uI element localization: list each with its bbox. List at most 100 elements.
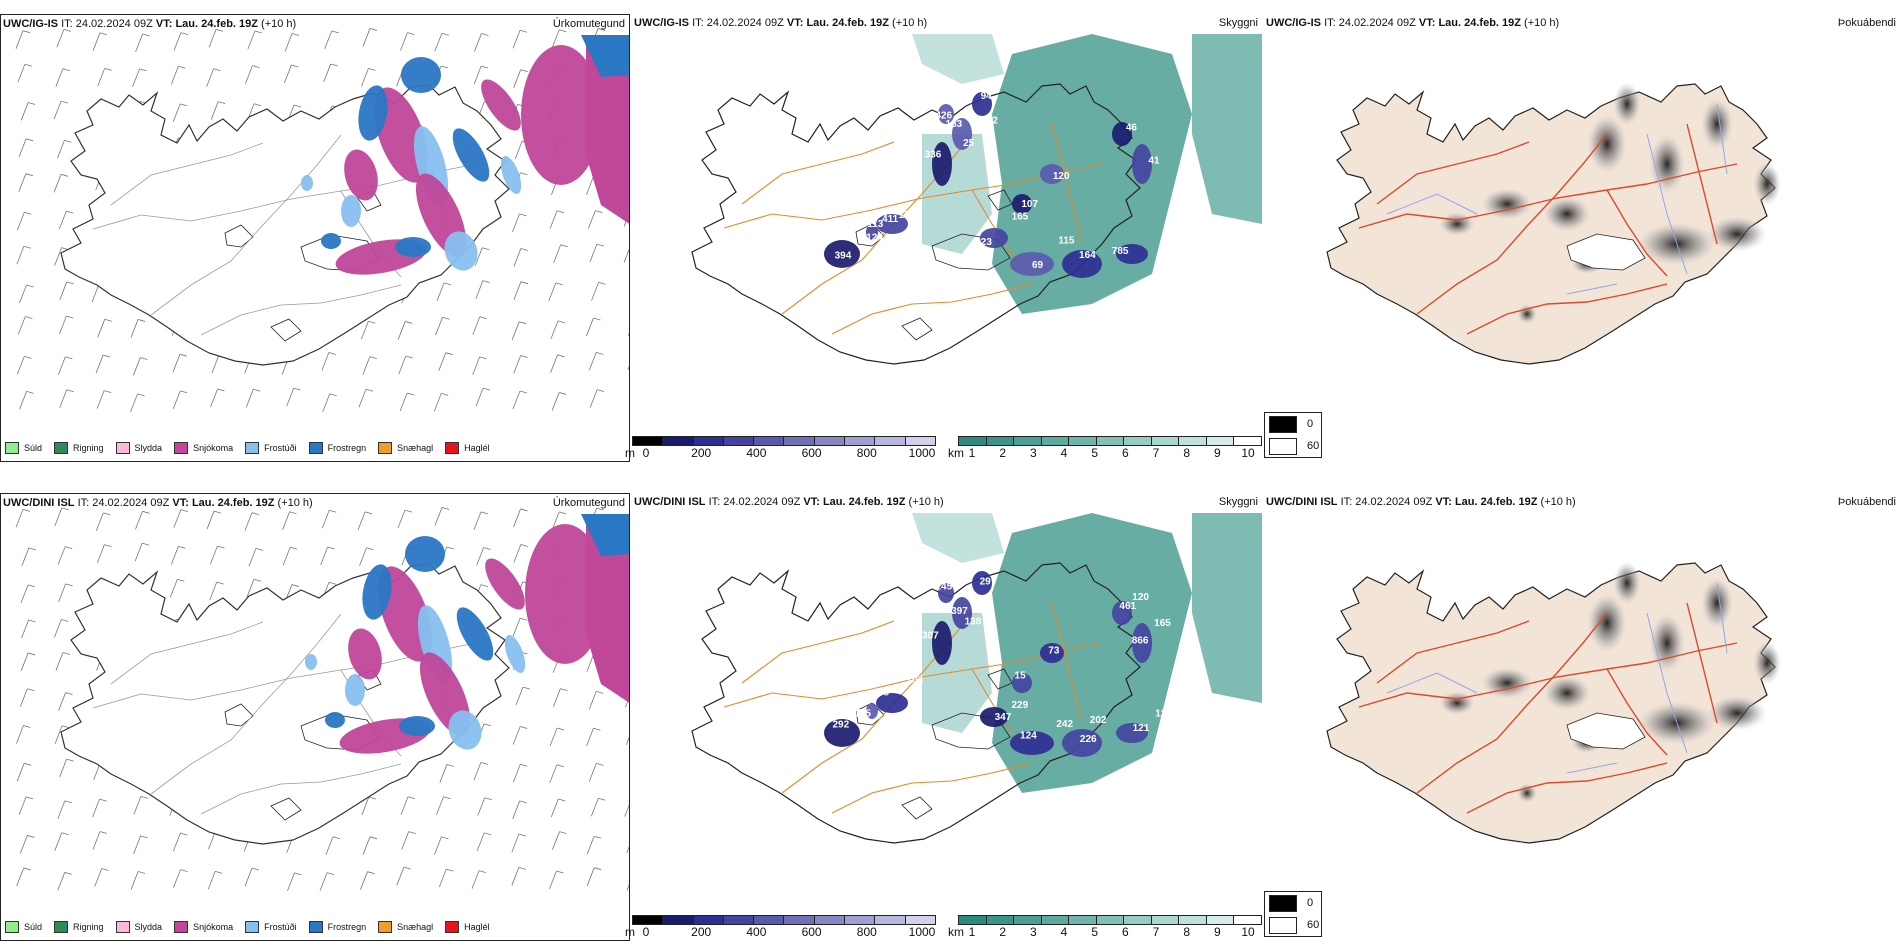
scale-tick: 400 (746, 925, 767, 939)
legend-item: Snæhagl (378, 442, 433, 454)
cloud-base-value: 124 (1020, 730, 1037, 741)
scale-bar (632, 436, 936, 446)
visibility-field (912, 34, 1262, 314)
precip-type-panel-top: UWC/IG-IS IT: 24.02.2024 09Z VT: Lau. 24… (0, 14, 630, 462)
cloud-base-value: 124 (866, 233, 883, 244)
scale-tick: 0 (642, 446, 650, 460)
legend-swatch (308, 442, 323, 454)
fog-legend: 0 60 (1264, 891, 1322, 937)
scale-tick: 5 (1091, 446, 1098, 460)
cloud-base-value: 121 (1155, 708, 1172, 719)
panel-title: Úrkomutegund (552, 18, 625, 30)
fog-field (1439, 82, 1781, 324)
legend-item: Haglél (445, 442, 490, 454)
precip-legend: Súld Rigning Slydda Snjókoma Frostúði Frostre… (5, 438, 502, 458)
cloud-base-value: 226 (1080, 734, 1097, 745)
legend-swatch (5, 442, 19, 454)
scale-bar (958, 915, 1262, 925)
fog-index-panel-top: UWC/IG-IS IT: 24.02.2024 09Z VT: Lau. 24… (1264, 14, 1900, 462)
legend-item: Rigning (54, 921, 104, 933)
scale-tick: 1000 (908, 446, 936, 460)
cloud-base-value: 151 (971, 598, 988, 609)
cloud-base-value: 866 (1132, 636, 1149, 647)
legend-swatch (174, 442, 189, 454)
visibility-field (912, 513, 1262, 793)
fog-legend-swatch (1269, 415, 1297, 433)
legend-swatch (378, 921, 393, 933)
scale-tick: 600 (801, 446, 822, 460)
legend-item: Frostregn (308, 921, 367, 933)
cloud-base-value: 165 (1012, 211, 1029, 222)
cloud-base-value: 336 (925, 150, 942, 161)
cloud-base-labels: 307 397 245 198 292 347 124 226 121 866 461 73 29 105… (833, 564, 1173, 744)
legend-label: Haglél (464, 922, 490, 932)
scale-unit: km (948, 446, 964, 460)
legend-swatch (115, 442, 130, 454)
panel-title: Þokuábendi (1837, 17, 1896, 29)
legend-label: Slydda (134, 922, 163, 932)
cloud-visibility-panel-bottom: 307 397 245 198 292 347 124 226 121 866 461 73 29 105… (632, 493, 1262, 941)
cloud-base-value: 112 (982, 116, 999, 127)
legend-swatch (115, 921, 130, 933)
legend-item: Rigning (54, 442, 104, 454)
fog-legend-swatch (1269, 894, 1297, 912)
fog-legend-label: 0 (1307, 418, 1314, 430)
panel-header: UWC/IG-IS IT: 24.02.2024 09Z VT: Lau. 24… (1266, 17, 1560, 29)
legend-swatch (54, 921, 69, 933)
scale-tick: 2 (999, 446, 1006, 460)
cloud-base-value: 138 (965, 616, 982, 627)
cloud-base-value: 426 (935, 110, 952, 121)
scale-tick: 600 (801, 925, 822, 939)
legend-label: Súld (24, 922, 43, 932)
scale-tick: 9 (1213, 925, 1221, 939)
legend-item: Frostúði (245, 921, 297, 933)
cloud-base-value: 397 (951, 606, 968, 617)
cloud-base-value: 69 (1032, 260, 1044, 271)
panel-title: Skyggni (1218, 17, 1258, 29)
legend-label: Snæhagl (397, 443, 434, 453)
scale-tick: 6 (1121, 925, 1129, 939)
scale-tick: 1 (968, 925, 976, 939)
legend-swatch (54, 442, 69, 454)
cloud-base-scale: m 0 200 400 600 800 1000 (625, 915, 936, 939)
panel-header: UWC/DINI ISL IT: 24.02.2024 09Z VT: Lau.… (634, 496, 944, 508)
legend-item: Slydda (115, 442, 162, 454)
fog-legend-item: 60 (1265, 435, 1321, 457)
cloud-base-value: 25 (963, 138, 975, 149)
legend-label: Haglél (464, 443, 490, 453)
fog-legend-swatch (1269, 916, 1297, 934)
panel-header: UWC/IG-IS IT: 24.02.2024 09Z VT: Lau. 24… (634, 17, 928, 29)
fog-legend-label: 60 (1307, 440, 1320, 452)
legend-label: Frostregn (327, 922, 367, 932)
fog-legend-item: 0 (1265, 413, 1321, 435)
panel-header: UWC/DINI ISL IT: 24.02.2024 09Z VT: Lau.… (1266, 496, 1576, 508)
scale-bar (632, 915, 936, 925)
fog-legend-swatch (1269, 437, 1297, 455)
legend-item: Slydda (115, 921, 163, 933)
cloud-base-value: 411 (882, 214, 899, 225)
panel-title: Skyggni (1218, 496, 1258, 508)
fog-legend-item: 60 (1265, 914, 1321, 936)
cloud-base-value: 121 (1133, 723, 1150, 734)
cloud-base-field (824, 92, 1152, 278)
cloud-base-value: 46 (1126, 123, 1138, 134)
cloud-base-value: 73 (1048, 646, 1060, 657)
cloud-visibility-panel-top: 336 183 426 411 394 423 69 164 785 41 46 120 94 113 10… (632, 14, 1262, 462)
legend-label: Frostregn (327, 443, 367, 453)
panel-title: Þokuábendi (1837, 496, 1896, 508)
iceland-map (1326, 82, 1781, 365)
scale-tick: 7 (1152, 446, 1160, 460)
cloud-base-value: 107 (1021, 199, 1038, 210)
legend-item: Snæhagl (378, 921, 433, 933)
cloud-base-value: 461 (1119, 601, 1136, 612)
cloud-base-value: 15 (1015, 671, 1027, 682)
precip-legend: Súld Rigning Slydda Snjókoma Frostúði Frostre… (5, 917, 502, 937)
legend-label: Snjókoma (193, 443, 234, 453)
legend-item: Snjókoma (174, 921, 233, 933)
legend-item: Súld (5, 921, 42, 933)
legend-label: Frostúði (264, 922, 297, 932)
cloud-base-value: 113 (867, 219, 884, 230)
scale-tick: 10 (1241, 925, 1255, 939)
scale-tick: 6 (1121, 446, 1129, 460)
